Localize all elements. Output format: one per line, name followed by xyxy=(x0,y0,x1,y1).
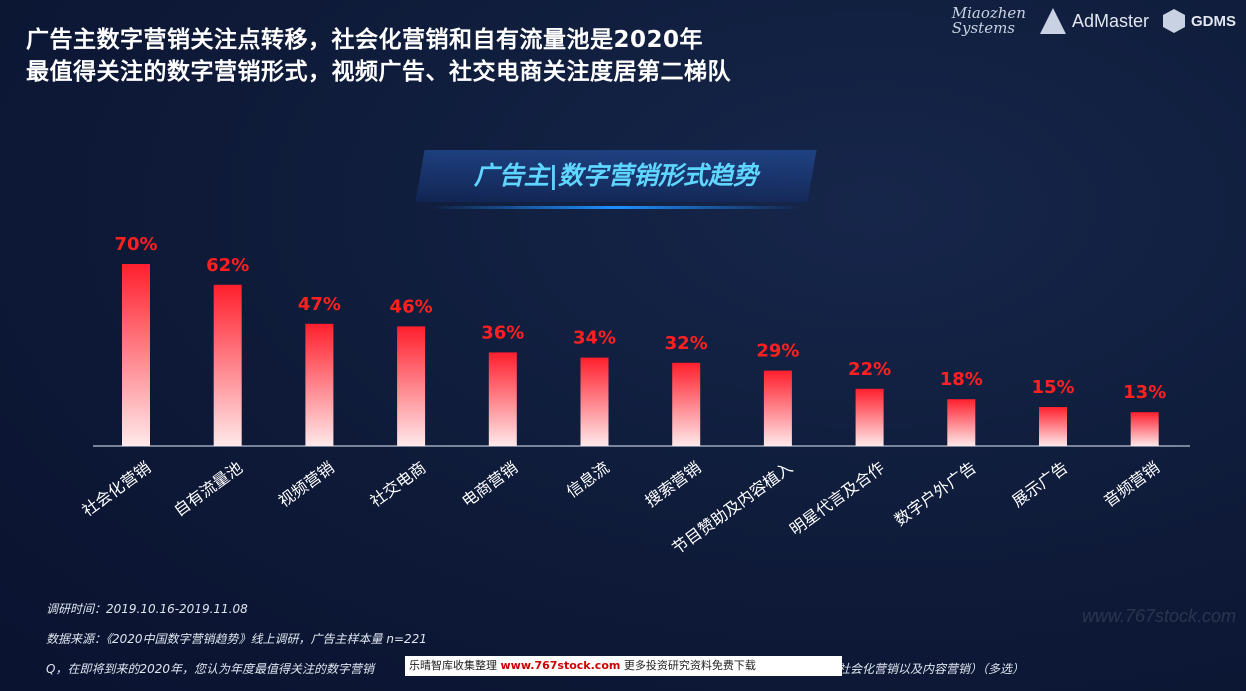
bar xyxy=(213,284,242,446)
bar xyxy=(1130,412,1159,446)
category-tick-label: 视频营销 xyxy=(275,458,338,511)
bar-value-label: 46% xyxy=(390,296,433,317)
gdms-logo: GDMS xyxy=(1163,9,1236,33)
chart-title-banner: 广告主|数字营销形式趋势 xyxy=(415,146,817,212)
category-tick-label: 展示广告 xyxy=(1008,458,1071,511)
watermark-suffix: 更多投资研究资料免费下载 xyxy=(620,659,756,672)
faint-watermark-url: www.767stock.com xyxy=(1081,606,1236,626)
chart-title: 广告主|数字营销形式趋势 xyxy=(473,161,759,190)
category-tick-label: 电商营销 xyxy=(458,458,521,511)
bar xyxy=(488,352,517,446)
logo-bar: Miaozhen Systems AdMaster GDMS xyxy=(952,6,1236,36)
category-tick-label: 搜索营销 xyxy=(642,458,705,511)
headline-line-1: 广告主数字营销关注点转移，社会化营销和自有流量池是2020年 xyxy=(26,27,704,53)
category-tick-label: 社交电商 xyxy=(366,458,429,511)
category-tick-label: 明星代言及合作 xyxy=(786,458,888,539)
bar xyxy=(580,357,609,446)
bar-value-label: 36% xyxy=(481,322,524,343)
bar-value-label: 22% xyxy=(848,359,891,380)
bar xyxy=(305,323,334,446)
headline: 广告主数字营销关注点转移，社会化营销和自有流量池是2020年 最值得关注的数字营… xyxy=(26,24,926,88)
bar-value-label: 18% xyxy=(940,369,983,390)
bar-value-label: 29% xyxy=(756,341,799,362)
chart-title-underline xyxy=(430,206,802,209)
bar-chart: 70% 社会化营销 62% 自有流量池 47% 视频营销 46% 社交电商 36% 电商营销 34%… xyxy=(78,234,1190,539)
category-tick-label: 自有流量池 xyxy=(170,458,246,520)
category-tick-label: 信息流 xyxy=(563,458,613,502)
headline-line-2: 最值得关注的数字营销形式，视频广告、社交电商关注度居第二梯队 xyxy=(26,59,731,85)
bar xyxy=(1039,407,1067,446)
gdms-logo-text: GDMS xyxy=(1191,12,1236,30)
survey-time-note: 调研时间：2019.10.16-2019.11.08 xyxy=(46,602,248,616)
gdms-hexagon-icon xyxy=(1163,9,1185,33)
bar-value-label: 34% xyxy=(573,328,616,349)
category-tick-label: 社会化营销 xyxy=(78,458,154,520)
question-note-end: 字硬广、社会化营销以及内容营销）（多选） xyxy=(790,662,1025,676)
miaozhen-logo-line-1: Miaozhen xyxy=(951,4,1026,22)
question-note-start: Q，在即将到来的2020年，您认为年度最值得关注的数字营销 xyxy=(46,662,374,676)
bar xyxy=(855,388,884,446)
bar xyxy=(122,264,150,446)
bar-value-label: 15% xyxy=(1031,377,1074,398)
category-tick-label: 数字户外广告 xyxy=(891,458,980,530)
bar xyxy=(947,399,976,446)
admaster-logo: AdMaster xyxy=(1039,8,1149,34)
watermark-url[interactable]: www.767stock.com xyxy=(500,659,621,672)
miaozhen-logo: Miaozhen Systems xyxy=(952,6,1026,36)
bar xyxy=(397,326,426,446)
data-source-note: 数据来源：《2020中国数字营销趋势》线上调研，广告主样本量 n=221 xyxy=(46,632,427,646)
bar-value-label: 47% xyxy=(298,294,341,315)
bar-value-label: 70% xyxy=(114,234,157,255)
bar xyxy=(763,370,792,446)
admaster-logo-text: AdMaster xyxy=(1071,10,1149,31)
bar xyxy=(672,362,701,446)
bar-value-label: 62% xyxy=(206,255,249,276)
miaozhen-logo-line-2: Systems xyxy=(951,19,1016,37)
bar-value-label: 32% xyxy=(665,333,708,354)
watermark-banner: 乐晴智库收集整理 www.767stock.com 更多投资研究资料免费下载 xyxy=(405,656,842,676)
bar-value-label: 13% xyxy=(1123,382,1166,403)
watermark-prefix: 乐晴智库收集整理 xyxy=(409,659,501,672)
category-tick-label: 音频营销 xyxy=(1100,458,1163,511)
